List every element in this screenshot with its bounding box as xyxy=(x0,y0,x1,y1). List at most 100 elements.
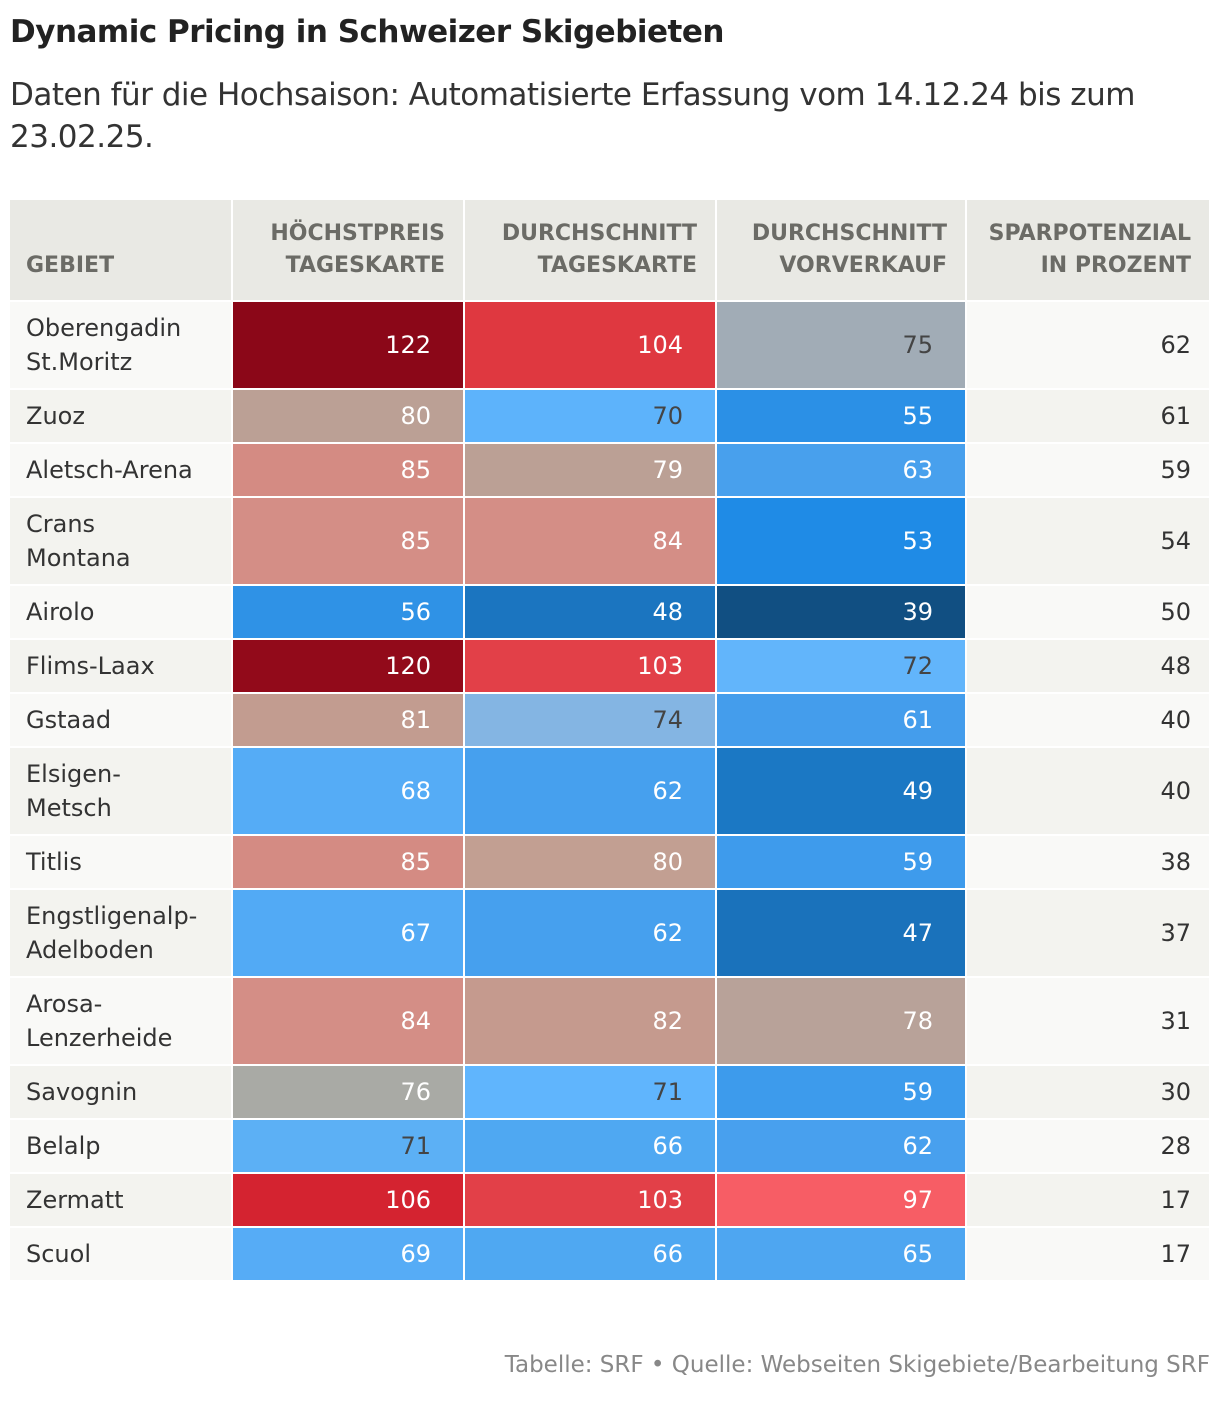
source-footer: Tabelle: SRF • Quelle: Webseiten Skigebi… xyxy=(504,1352,1210,1378)
price-cell: 72 xyxy=(716,639,967,694)
savings-cell: 38 xyxy=(966,835,1211,890)
price-cell: 68 xyxy=(232,747,465,836)
savings-cell: 17 xyxy=(966,1227,1211,1282)
savings-cell: 59 xyxy=(966,443,1211,498)
price-cell: 81 xyxy=(232,693,465,748)
column-header[interactable]: DURCHSCHNITT TAGESKARTE xyxy=(464,200,717,302)
price-cell: 71 xyxy=(464,1065,717,1120)
savings-cell: 40 xyxy=(966,747,1211,836)
price-cell: 59 xyxy=(716,1065,967,1120)
table-row: Savognin 76 71 59 30 xyxy=(10,1065,1211,1120)
area-name: Engstligenalp-Adelboden xyxy=(10,889,233,978)
header-row: GEBIET HÖCHSTPREIS TAGESKARTE DURCHSCHNI… xyxy=(10,200,1211,302)
price-cell: 53 xyxy=(716,497,967,586)
savings-cell: 28 xyxy=(966,1119,1211,1174)
price-cell: 84 xyxy=(232,977,465,1066)
price-cell: 63 xyxy=(716,443,967,498)
table-row: Zuoz 80 70 55 61 xyxy=(10,389,1211,444)
area-name: Titlis xyxy=(10,835,233,890)
table-row: Oberengadin St.Moritz 122 104 75 62 xyxy=(10,301,1211,390)
savings-cell: 50 xyxy=(966,585,1211,640)
area-name: Crans Montana xyxy=(10,497,233,586)
price-cell: 85 xyxy=(232,497,465,586)
table-row: Belalp 71 66 62 28 xyxy=(10,1119,1211,1174)
price-cell: 62 xyxy=(716,1119,967,1174)
area-name: Zermatt xyxy=(10,1173,233,1228)
column-header[interactable]: SPARPOTENZIAL IN PROZENT xyxy=(966,200,1211,302)
price-cell: 62 xyxy=(464,747,717,836)
chart-subtitle: Daten für die Hochsaison: Automatisierte… xyxy=(10,77,1135,155)
price-cell: 67 xyxy=(232,889,465,978)
price-cell: 39 xyxy=(716,585,967,640)
savings-cell: 48 xyxy=(966,639,1211,694)
savings-cell: 61 xyxy=(966,389,1211,444)
price-cell: 61 xyxy=(716,693,967,748)
price-cell: 76 xyxy=(232,1065,465,1120)
price-cell: 62 xyxy=(464,889,717,978)
price-cell: 106 xyxy=(232,1173,465,1228)
price-cell: 85 xyxy=(232,443,465,498)
price-cell: 79 xyxy=(464,443,717,498)
price-cell: 120 xyxy=(232,639,465,694)
price-cell: 84 xyxy=(464,497,717,586)
area-name: Scuol xyxy=(10,1227,233,1282)
area-name: Arosa-Lenzerheide xyxy=(10,977,233,1066)
price-cell: 65 xyxy=(716,1227,967,1282)
column-header[interactable]: DURCHSCHNITT VORVERKAUF xyxy=(716,200,967,302)
price-cell: 103 xyxy=(464,1173,717,1228)
table-row: Zermatt 106 103 97 17 xyxy=(10,1173,1211,1228)
price-cell: 82 xyxy=(464,977,717,1066)
price-cell: 122 xyxy=(232,301,465,390)
price-cell: 49 xyxy=(716,747,967,836)
pricing-table: GEBIET HÖCHSTPREIS TAGESKARTE DURCHSCHNI… xyxy=(10,200,1211,1282)
price-cell: 75 xyxy=(716,301,967,390)
price-cell: 85 xyxy=(232,835,465,890)
table-row: Arosa-Lenzerheide 84 82 78 31 xyxy=(10,977,1211,1066)
price-cell: 78 xyxy=(716,977,967,1066)
price-cell: 47 xyxy=(716,889,967,978)
price-cell: 74 xyxy=(464,693,717,748)
area-name: Oberengadin St.Moritz xyxy=(10,301,233,390)
table-row: Scuol 69 66 65 17 xyxy=(10,1227,1211,1282)
column-header[interactable]: HÖCHSTPREIS TAGESKARTE xyxy=(232,200,465,302)
savings-cell: 40 xyxy=(966,693,1211,748)
price-cell: 71 xyxy=(232,1119,465,1174)
area-name: Elsigen-Metsch xyxy=(10,747,233,836)
area-name: Flims-Laax xyxy=(10,639,233,694)
table-row: Crans Montana 85 84 53 54 xyxy=(10,497,1211,586)
savings-cell: 30 xyxy=(966,1065,1211,1120)
price-cell: 66 xyxy=(464,1227,717,1282)
table-row: Aletsch-Arena 85 79 63 59 xyxy=(10,443,1211,498)
area-name: Zuoz xyxy=(10,389,233,444)
price-cell: 97 xyxy=(716,1173,967,1228)
chart-title: Dynamic Pricing in Schweizer Skigebieten xyxy=(10,14,724,50)
price-cell: 55 xyxy=(716,389,967,444)
price-cell: 103 xyxy=(464,639,717,694)
table-row: Engstligenalp-Adelboden 67 62 47 37 xyxy=(10,889,1211,978)
price-cell: 59 xyxy=(716,835,967,890)
price-cell: 104 xyxy=(464,301,717,390)
area-name: Airolo xyxy=(10,585,233,640)
table-row: Elsigen-Metsch 68 62 49 40 xyxy=(10,747,1211,836)
price-cell: 80 xyxy=(232,389,465,444)
table-row: Flims-Laax 120 103 72 48 xyxy=(10,639,1211,694)
area-name: Aletsch-Arena xyxy=(10,443,233,498)
table-row: Titlis 85 80 59 38 xyxy=(10,835,1211,890)
area-name: Gstaad xyxy=(10,693,233,748)
price-cell: 48 xyxy=(464,585,717,640)
savings-cell: 37 xyxy=(966,889,1211,978)
price-cell: 69 xyxy=(232,1227,465,1282)
price-cell: 70 xyxy=(464,389,717,444)
savings-cell: 31 xyxy=(966,977,1211,1066)
price-cell: 56 xyxy=(232,585,465,640)
column-header[interactable]: GEBIET xyxy=(10,200,233,302)
savings-cell: 17 xyxy=(966,1173,1211,1228)
table-row: Airolo 56 48 39 50 xyxy=(10,585,1211,640)
savings-cell: 54 xyxy=(966,497,1211,586)
price-cell: 80 xyxy=(464,835,717,890)
savings-cell: 62 xyxy=(966,301,1211,390)
area-name: Savognin xyxy=(10,1065,233,1120)
area-name: Belalp xyxy=(10,1119,233,1174)
price-cell: 66 xyxy=(464,1119,717,1174)
table-row: Gstaad 81 74 61 40 xyxy=(10,693,1211,748)
